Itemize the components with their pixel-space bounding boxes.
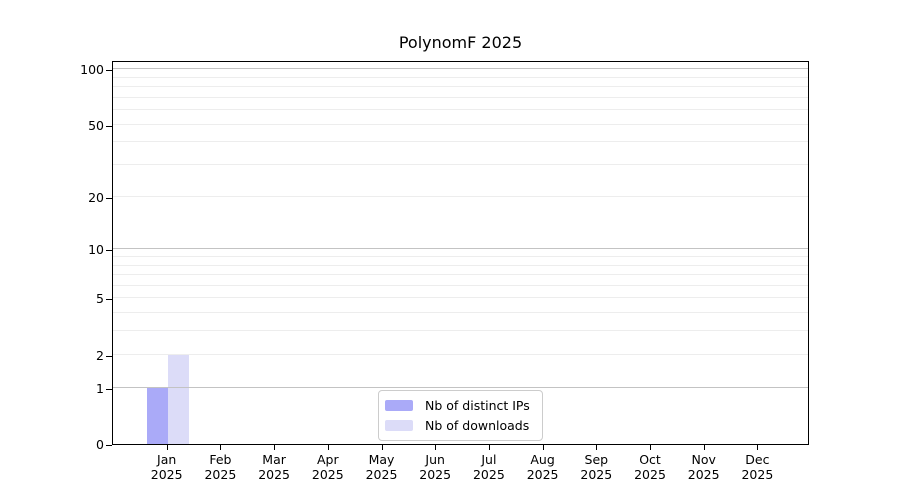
y-tick-label: 2 (96, 347, 104, 363)
y-tick-label: 5 (96, 291, 104, 307)
x-tick-label: Apr 2025 (300, 452, 356, 482)
legend: Nb of distinct IPs Nb of downloads (378, 390, 543, 441)
y-tick-label: 100 (80, 62, 104, 77)
y-gridline-minor (113, 330, 808, 332)
y-tick-label: 1 (96, 380, 104, 396)
chart-title: PolynomF 2025 (398, 33, 523, 52)
plot-area: Nb of distinct IPs Nb of downloads (112, 61, 809, 445)
y-tick-label: 10 (88, 242, 104, 258)
x-tick-mark (596, 445, 598, 450)
x-tick-mark (757, 445, 759, 450)
y-tick-mark (106, 388, 112, 390)
y-gridline-minor (113, 297, 808, 299)
y-gridline-minor (113, 353, 808, 355)
x-tick-month: Aug (530, 452, 555, 467)
y-tick-mark (106, 445, 112, 446)
bars-layer (113, 62, 808, 444)
x-tick-mark (274, 445, 276, 450)
y-tick-label: 50 (88, 117, 104, 133)
y-gridline-major (113, 68, 808, 69)
x-tick-label: Oct 2025 (622, 452, 678, 482)
y-gridline-minor (113, 274, 808, 275)
legend-label-downloads: Nb of downloads (425, 418, 530, 433)
y-gridline-minor (113, 284, 808, 286)
x-tick-mark (488, 445, 490, 450)
y-gridline-minor (113, 96, 808, 98)
y-gridline-minor (113, 123, 808, 125)
x-tick-mark (327, 445, 329, 450)
x-tick-label: Jan 2025 (139, 452, 195, 482)
x-tick-label: Jul 2025 (461, 452, 517, 482)
y-tick-label: 20 (88, 189, 104, 205)
y-gridline-major (113, 386, 808, 388)
x-tick-month: Dec (745, 452, 770, 467)
y-tick-mark (106, 197, 112, 199)
x-tick-month: Sep (584, 452, 609, 467)
x-tick-year: 2025 (365, 467, 398, 482)
legend-swatch-downloads (385, 420, 413, 431)
y-tick-mark (106, 70, 112, 71)
legend-label-distinct-ips: Nb of distinct IPs (425, 398, 530, 413)
x-tick-mark (166, 445, 168, 450)
y-gridline-minor (113, 164, 808, 165)
y-gridline-minor (113, 141, 808, 143)
y-gridline-minor (113, 255, 808, 257)
x-tick-year: 2025 (419, 467, 452, 482)
y-gridline-minor (113, 109, 808, 110)
x-tick-year: 2025 (150, 467, 183, 482)
x-tick-year: 2025 (258, 467, 290, 482)
x-tick-year: 2025 (526, 467, 559, 482)
x-tick-label: May 2025 (354, 452, 410, 482)
y-tick-mark (106, 125, 112, 127)
legend-swatch-distinct-ips (385, 400, 413, 411)
legend-item-distinct-ips: Nb of distinct IPs (385, 398, 530, 413)
y-gridline-minor (113, 195, 808, 197)
x-tick-mark (381, 445, 383, 450)
x-tick-year: 2025 (741, 467, 774, 482)
y-gridline-minor (113, 312, 808, 314)
x-tick-label: Jun 2025 (407, 452, 463, 482)
y-gridline-minor (113, 264, 808, 266)
x-tick-year: 2025 (472, 467, 505, 482)
x-tick-mark (650, 445, 651, 450)
x-tick-year: 2025 (687, 467, 720, 482)
x-tick-month: Jan (157, 452, 177, 467)
y-gridline-major (113, 248, 808, 250)
x-tick-month: Jun (425, 452, 445, 467)
x-tick-month: Apr (316, 452, 339, 467)
y-tick-mark (106, 250, 112, 252)
x-tick-month: Jul (481, 452, 497, 467)
x-tick-label: Dec 2025 (729, 452, 785, 482)
x-tick-month: Feb (209, 452, 232, 467)
x-tick-year: 2025 (311, 467, 344, 482)
y-tick-mark (106, 355, 112, 357)
x-tick-month: Mar (262, 452, 286, 467)
legend-item-downloads: Nb of downloads (385, 418, 530, 433)
gridlines-layer (113, 62, 808, 444)
y-tick-label: 0 (96, 437, 104, 452)
x-tick-year: 2025 (580, 467, 613, 482)
bar-nb-of-distinct-ips-jan (146, 387, 168, 444)
x-tick-mark (542, 445, 544, 450)
x-tick-label: Feb 2025 (192, 452, 248, 482)
x-tick-label: Aug 2025 (515, 452, 571, 482)
x-tick-month: May (368, 452, 395, 467)
x-tick-label: Mar 2025 (246, 452, 302, 482)
y-gridline-minor (113, 85, 808, 87)
y-gridline-minor (113, 76, 808, 78)
x-tick-year: 2025 (634, 467, 666, 482)
x-tick-label: Nov 2025 (676, 452, 732, 482)
x-tick-month: Nov (691, 452, 716, 467)
x-tick-label: Sep 2025 (568, 452, 624, 482)
x-tick-month: Oct (639, 452, 661, 467)
x-tick-year: 2025 (204, 467, 237, 482)
x-tick-mark (703, 445, 705, 450)
x-tick-mark (220, 445, 222, 450)
x-tick-mark (435, 445, 437, 450)
y-tick-mark (106, 299, 112, 301)
bar-nb-of-downloads-jan (167, 354, 189, 444)
